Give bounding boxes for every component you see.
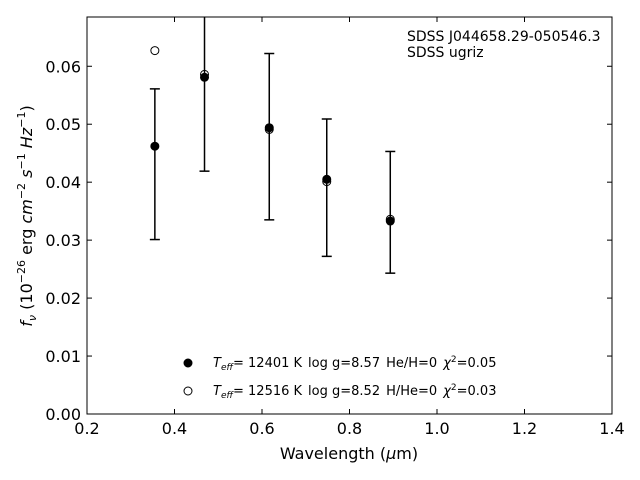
point-open bbox=[385, 214, 395, 224]
point-open bbox=[264, 124, 274, 134]
error-bars bbox=[149, 17, 396, 274]
data-points bbox=[150, 46, 395, 226]
y-tick-label: 0.03 bbox=[45, 231, 81, 250]
x-tick-label: 1.4 bbox=[599, 419, 624, 438]
point-open bbox=[200, 69, 210, 79]
plot-area bbox=[86, 16, 613, 415]
annotation-filter-set: SDSS ugriz bbox=[407, 45, 484, 61]
y-tick-label: 0.00 bbox=[45, 405, 81, 424]
y-tick-label: 0.05 bbox=[45, 115, 81, 134]
x-tick-label: 1.0 bbox=[424, 419, 449, 438]
y-tick-label: 0.02 bbox=[45, 289, 81, 308]
x-tick-label: 1.2 bbox=[512, 419, 537, 438]
point-filled bbox=[385, 216, 395, 226]
point-filled bbox=[150, 141, 160, 151]
y-tick-label: 0.04 bbox=[45, 173, 81, 192]
point-filled bbox=[322, 174, 332, 184]
point-open bbox=[150, 46, 160, 56]
y-tick-label: 0.06 bbox=[45, 57, 81, 76]
x-axis-label: Wavelength (μm) bbox=[280, 444, 418, 463]
point-filled bbox=[264, 123, 274, 133]
legend-marker-open bbox=[183, 386, 193, 396]
x-tick-label: 0.4 bbox=[162, 419, 187, 438]
point-filled bbox=[200, 72, 210, 82]
y-axis-label: fν (10−26 erg cm−2 s−1 Hz−1) bbox=[15, 105, 39, 326]
x-tick-label: 0.2 bbox=[74, 419, 99, 438]
point-open bbox=[322, 177, 332, 187]
y-tick-label: 0.01 bbox=[45, 347, 81, 366]
x-tick-label: 0.6 bbox=[249, 419, 274, 438]
x-tick-label: 0.8 bbox=[337, 419, 362, 438]
annotation-object-name: SDSS J044658.29-050546.3 bbox=[407, 29, 601, 45]
axis-ticks: 0.2 0.4 0.6 0.8 1.0 1.2 1.4 0.00 0.01 0.02 0.03 0.0… bbox=[45, 17, 625, 438]
legend-marker-filled bbox=[183, 358, 193, 368]
